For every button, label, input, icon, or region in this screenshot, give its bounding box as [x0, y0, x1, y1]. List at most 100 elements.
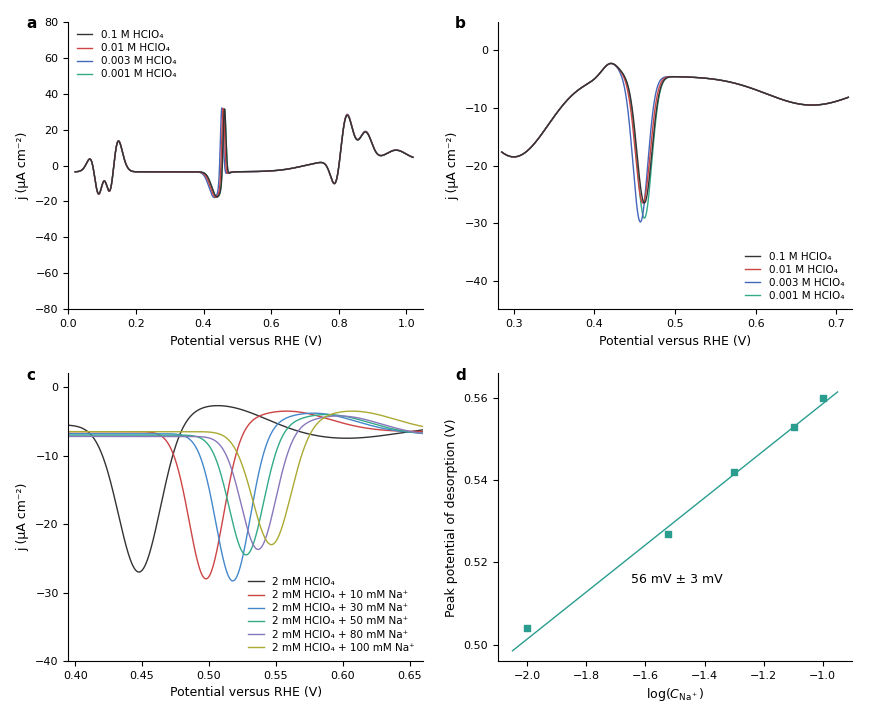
0.003 M HClO₄ — [199, 171, 209, 180]
Text: d: d — [455, 368, 466, 383]
0.003 M HClO₄ — [289, 163, 300, 172]
Legend: 0.1 M HClO₄, 0.01 M HClO₄, 0.003 M HClO₄, 0.001 M HClO₄: 0.1 M HClO₄, 0.01 M HClO₄, 0.003 M HClO₄… — [74, 27, 179, 83]
0.001 M HClO₄ — [843, 93, 853, 102]
2 mM HClO₄ + 80 mM Na⁺ — [418, 429, 428, 438]
X-axis label: log($C_{\mathrm{Na^+}}$): log($C_{\mathrm{Na^+}}$) — [646, 686, 704, 703]
0.01 M HClO₄ — [322, 163, 333, 172]
0.001 M HClO₄ — [219, 104, 229, 113]
2 mM HClO₄ + 50 mM Na⁺ — [411, 428, 421, 437]
2 mM HClO₄ + 10 mM Na⁺ — [199, 574, 209, 582]
2 mM HClO₄ + 50 mM Na⁺ — [322, 410, 332, 419]
0.003 M HClO₄ — [837, 95, 847, 104]
0.01 M HClO₄ — [408, 153, 418, 161]
2 mM HClO₄ + 100 mM Na⁺ — [266, 540, 276, 549]
2 mM HClO₄ + 30 mM Na⁺ — [215, 539, 225, 547]
0.001 M HClO₄ — [408, 153, 418, 162]
0.003 M HClO₄ — [348, 126, 358, 135]
2 mM HClO₄ + 50 mM Na⁺ — [241, 551, 251, 559]
2 mM HClO₄ + 30 mM Na⁺ — [63, 429, 74, 438]
2 mM HClO₄ — [63, 421, 74, 430]
0.01 M HClO₄ — [210, 193, 221, 202]
2 mM HClO₄ + 80 mM Na⁺ — [253, 545, 263, 554]
0.01 M HClO₄ — [131, 168, 142, 176]
0.001 M HClO₄ — [629, 132, 640, 141]
0.01 M HClO₄ — [837, 95, 847, 104]
0.003 M HClO₄ — [70, 168, 81, 176]
0.1 M HClO₄ — [629, 126, 640, 135]
2 mM HClO₄ — [125, 554, 136, 563]
0.1 M HClO₄ — [289, 163, 300, 172]
Line: 2 mM HClO₄ + 30 mM Na⁺: 2 mM HClO₄ + 30 mM Na⁺ — [69, 413, 423, 581]
Line: 0.01 M HClO₄: 0.01 M HClO₄ — [76, 109, 413, 197]
Y-axis label: j (μA cm⁻²): j (μA cm⁻²) — [17, 131, 30, 199]
0.003 M HClO₄ — [843, 93, 853, 102]
0.01 M HClO₄ — [70, 168, 81, 176]
2 mM HClO₄ + 100 mM Na⁺ — [373, 410, 383, 419]
2 mM HClO₄ + 100 mM Na⁺ — [411, 420, 421, 429]
0.001 M HClO₄ — [557, 102, 567, 111]
Y-axis label: Peak potential of desorption (V): Peak potential of desorption (V) — [445, 418, 458, 616]
2 mM HClO₄ + 80 mM Na⁺ — [334, 412, 344, 420]
2 mM HClO₄ + 80 mM Na⁺ — [373, 419, 383, 428]
Text: a: a — [26, 16, 36, 31]
0.1 M HClO₄ — [408, 153, 418, 162]
0.1 M HClO₄ — [645, 168, 655, 177]
0.1 M HClO₄ — [70, 168, 81, 176]
X-axis label: Potential versus RHE (V): Potential versus RHE (V) — [599, 335, 751, 348]
Point — [726, 467, 740, 478]
Line: 2 mM HClO₄: 2 mM HClO₄ — [69, 405, 423, 572]
0.01 M HClO₄ — [606, 59, 616, 68]
0.001 M HClO₄ — [322, 163, 333, 172]
0.1 M HClO₄ — [496, 148, 507, 156]
0.003 M HClO₄ — [209, 193, 220, 202]
0.001 M HClO₄ — [799, 100, 810, 109]
0.001 M HClO₄ — [131, 168, 142, 176]
Line: 2 mM HClO₄ + 10 mM Na⁺: 2 mM HClO₄ + 10 mM Na⁺ — [69, 411, 423, 579]
2 mM HClO₄ + 10 mM Na⁺ — [418, 427, 428, 436]
0.01 M HClO₄ — [799, 100, 810, 109]
0.1 M HClO₄ — [131, 168, 142, 176]
2 mM HClO₄ + 10 mM Na⁺ — [215, 531, 225, 539]
2 mM HClO₄ + 10 mM Na⁺ — [201, 575, 211, 583]
0.003 M HClO₄ — [629, 181, 640, 190]
2 mM HClO₄ + 100 mM Na⁺ — [63, 428, 74, 436]
0.003 M HClO₄ — [496, 148, 507, 156]
2 mM HClO₄ + 50 mM Na⁺ — [199, 436, 209, 445]
0.01 M HClO₄ — [536, 130, 547, 139]
2 mM HClO₄ + 10 mM Na⁺ — [373, 426, 383, 434]
2 mM HClO₄ + 80 mM Na⁺ — [411, 428, 421, 437]
Line: 2 mM HClO₄ + 100 mM Na⁺: 2 mM HClO₄ + 100 mM Na⁺ — [69, 411, 423, 544]
0.1 M HClO₄ — [273, 166, 283, 175]
Line: 0.1 M HClO₄: 0.1 M HClO₄ — [501, 63, 848, 203]
2 mM HClO₄ — [199, 403, 209, 412]
X-axis label: Potential versus RHE (V): Potential versus RHE (V) — [169, 335, 322, 348]
0.1 M HClO₄ — [219, 104, 229, 113]
0.001 M HClO₄ — [70, 168, 81, 176]
2 mM HClO₄ + 10 mM Na⁺ — [411, 427, 421, 436]
0.1 M HClO₄ — [199, 168, 209, 177]
0.003 M HClO₄ — [408, 153, 418, 161]
0.01 M HClO₄ — [557, 102, 567, 111]
0.003 M HClO₄ — [799, 100, 810, 109]
0.001 M HClO₄ — [348, 127, 358, 135]
Line: 0.01 M HClO₄: 0.01 M HClO₄ — [501, 63, 848, 203]
0.01 M HClO₄ — [629, 143, 640, 151]
0.001 M HClO₄ — [273, 166, 283, 175]
2 mM HClO₄ + 30 mM Na⁺ — [125, 429, 136, 438]
0.003 M HClO₄ — [606, 59, 616, 68]
0.003 M HClO₄ — [536, 130, 547, 139]
0.1 M HClO₄ — [837, 95, 847, 104]
Text: c: c — [26, 368, 35, 383]
0.1 M HClO₄ — [606, 59, 616, 68]
0.001 M HClO₄ — [837, 95, 847, 104]
0.1 M HClO₄ — [348, 127, 358, 135]
2 mM HClO₄ + 100 mM Na⁺ — [199, 428, 209, 436]
2 mM HClO₄ — [373, 432, 383, 441]
2 mM HClO₄ + 50 mM Na⁺ — [125, 431, 136, 439]
Text: 56 mV ± 3 mV: 56 mV ± 3 mV — [631, 573, 722, 586]
0.1 M HClO₄ — [843, 93, 853, 102]
0.1 M HClO₄ — [212, 193, 222, 202]
Line: 0.1 M HClO₄: 0.1 M HClO₄ — [76, 109, 413, 197]
Point — [521, 622, 534, 634]
0.01 M HClO₄ — [273, 166, 283, 175]
